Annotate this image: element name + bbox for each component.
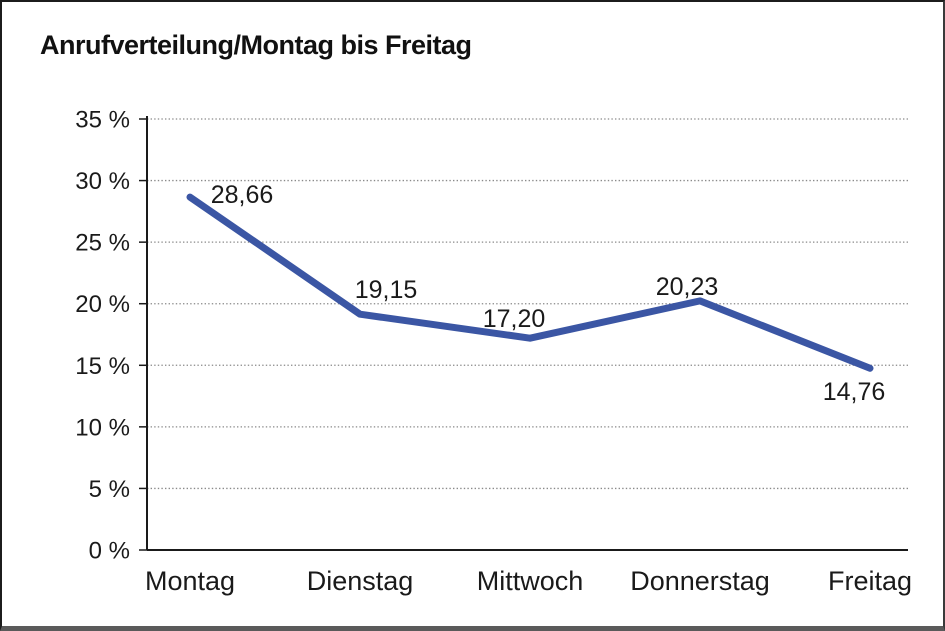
data-label: 19,15 <box>355 276 418 304</box>
y-tick-label: 30 % <box>75 168 130 195</box>
x-category-label: Mittwoch <box>477 566 584 596</box>
data-label: 28,66 <box>211 181 274 209</box>
x-category-label: Montag <box>145 566 235 596</box>
data-label: 14,76 <box>823 378 886 406</box>
chart-title: Anrufverteilung/Montag bis Freitag <box>40 30 472 60</box>
y-tick-label: 0 % <box>89 538 130 565</box>
y-tick-label: 20 % <box>75 291 130 318</box>
data-label: 17,20 <box>483 305 546 333</box>
y-tick-label: 35 % <box>75 107 130 134</box>
y-tick-label: 10 % <box>75 414 130 441</box>
y-tick-label: 5 % <box>89 476 130 503</box>
x-category-label: Donnerstag <box>630 566 770 596</box>
y-tick-label: 15 % <box>75 353 130 380</box>
data-line <box>186 193 874 372</box>
x-category-label: Freitag <box>828 566 912 596</box>
y-tick-label: 25 % <box>75 230 130 257</box>
data-label: 20,23 <box>656 273 719 301</box>
x-category-label: Dienstag <box>307 566 414 596</box>
